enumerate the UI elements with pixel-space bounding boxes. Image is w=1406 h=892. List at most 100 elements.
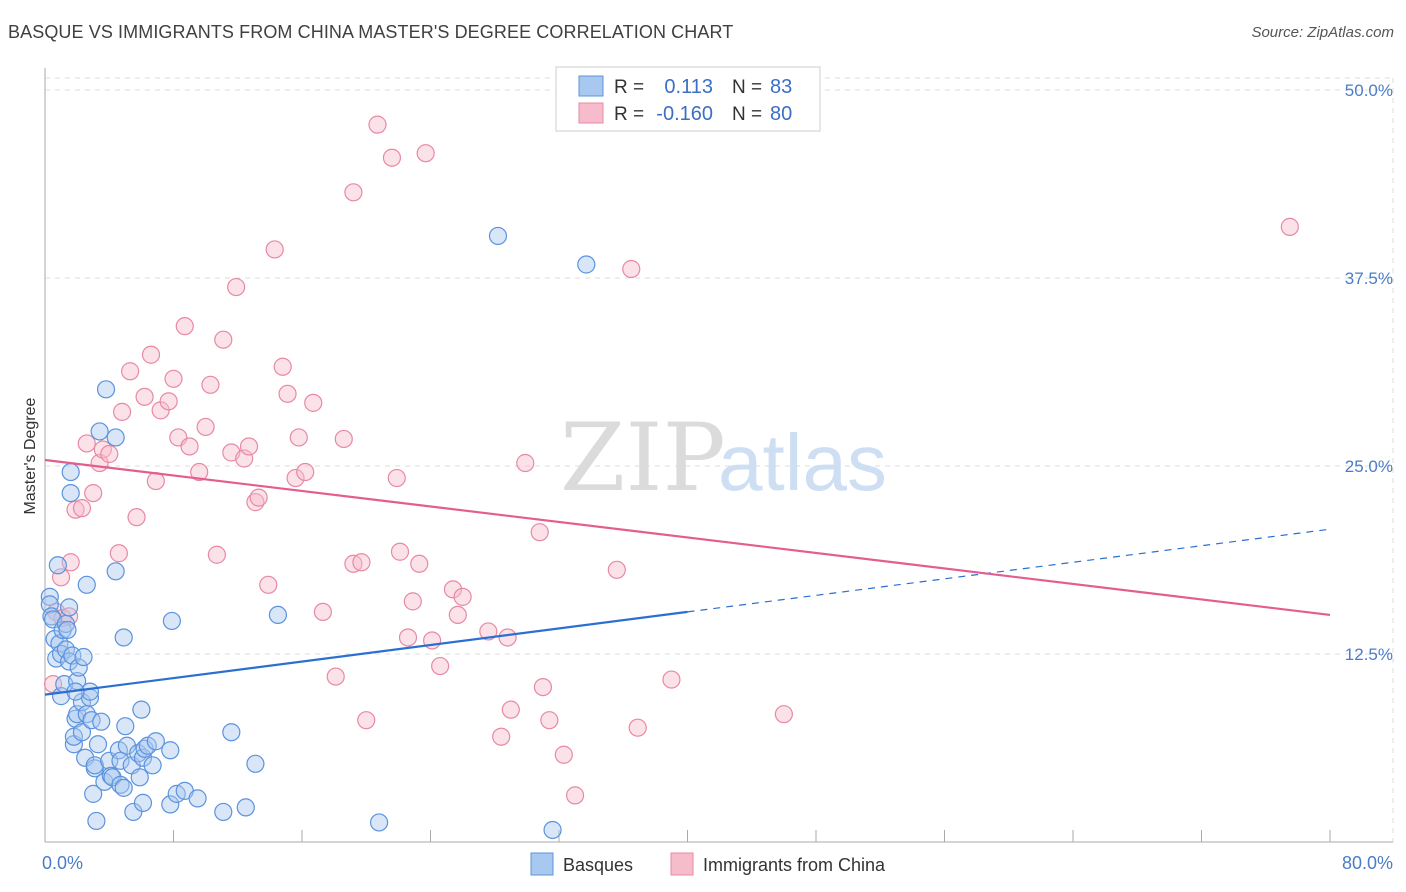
basques-point-50 [111, 775, 130, 794]
x-tick-label-1: 80.0% [1342, 853, 1393, 873]
china-point-76 [622, 259, 641, 279]
china-point-80 [1280, 217, 1299, 236]
china-point-13 [109, 544, 128, 563]
china-trendline [44, 458, 1331, 616]
basques-point-80 [577, 255, 596, 274]
china-point-54 [387, 468, 406, 488]
basques-point-6 [48, 556, 67, 575]
china-point-24 [175, 317, 194, 336]
basques-point-36 [85, 756, 104, 775]
china-point-72 [540, 711, 559, 730]
basques-point-60 [133, 793, 153, 812]
china-point-25 [180, 437, 199, 456]
china-point-41 [286, 468, 305, 488]
china-point-40 [278, 384, 297, 403]
basques-point-73 [222, 723, 241, 742]
pink-series-points [43, 115, 1299, 805]
bottom-legend-label-basques: Basques [563, 855, 633, 875]
watermark-atlas: atlas [718, 418, 887, 507]
china-point-62 [443, 580, 463, 599]
basques-point-39 [90, 422, 109, 441]
basques-point-79 [543, 820, 562, 840]
blue-series-points [40, 226, 596, 840]
trendlines [44, 458, 1331, 696]
legend-n-value-1: 83 [770, 76, 792, 98]
china-point-70 [530, 523, 549, 542]
china-point-46 [326, 667, 345, 686]
legend-r-value-2: -0.160 [656, 103, 713, 125]
basques-point-72 [214, 802, 233, 822]
china-point-21 [159, 392, 178, 411]
axes [44, 68, 1393, 843]
china-point-75 [607, 560, 626, 579]
bottom-legend-swatch-basques [530, 852, 554, 876]
china-point-53 [382, 148, 402, 167]
legend-r-label-2: R = [614, 104, 644, 125]
basques-point-82 [74, 647, 93, 667]
china-point-64 [453, 587, 472, 606]
china-point-28 [201, 375, 220, 394]
grid-lines [45, 77, 1394, 842]
china-point-58 [410, 554, 429, 573]
basques-point-33 [82, 711, 101, 730]
china-point-37 [259, 575, 278, 594]
basques-point-18 [61, 462, 80, 482]
basques-point-2 [42, 607, 61, 626]
series-legend: Basques Immigrants from China [530, 852, 886, 876]
watermark-zip: ZIP [560, 404, 726, 513]
china-point-33 [235, 449, 254, 468]
china-point-69 [516, 453, 535, 473]
china-point-38 [265, 240, 284, 259]
basques-point-0 [40, 587, 59, 606]
china-point-7 [72, 499, 92, 518]
basques-trendline-extension [687, 528, 1331, 613]
china-point-63 [448, 605, 467, 625]
basques-point-47 [106, 562, 125, 581]
china-point-29 [207, 545, 226, 564]
basques-point-78 [488, 226, 508, 246]
basques-point-14 [58, 620, 77, 640]
basques-point-76 [268, 605, 288, 625]
legend-swatch-pink [578, 102, 604, 124]
china-point-8 [77, 434, 96, 453]
china-point-59 [416, 144, 435, 163]
bottom-legend-label-china: Immigrants from China [703, 855, 886, 875]
china-point-73 [554, 745, 573, 764]
china-point-50 [352, 553, 371, 572]
basques-point-52 [114, 778, 133, 797]
basques-point-40 [92, 712, 111, 731]
china-point-16 [127, 508, 146, 527]
china-point-32 [227, 277, 246, 297]
basques-point-71 [188, 789, 207, 808]
china-point-43 [296, 462, 315, 482]
chart-title: BASQUE VS IMMIGRANTS FROM CHINA MASTER'S… [8, 22, 734, 42]
basques-point-59 [132, 700, 151, 719]
watermark: ZIP atlas [560, 404, 887, 513]
legend-n-label-1: N = [732, 77, 762, 98]
china-point-47 [334, 429, 353, 449]
y-tick-label-2: 37.5% [1345, 269, 1393, 288]
basques-point-38 [88, 735, 108, 754]
basques-point-65 [146, 732, 165, 751]
basques-point-16 [59, 598, 79, 617]
x-tick-labels: 0.0% 80.0% [42, 853, 1393, 873]
basques-point-30 [77, 575, 96, 594]
china-point-78 [662, 670, 681, 689]
basques-point-49 [111, 751, 130, 770]
basques-point-58 [130, 768, 149, 787]
china-point-36 [249, 488, 268, 507]
china-point-44 [304, 393, 323, 412]
china-point-34 [239, 437, 259, 456]
y-tick-labels: 12.5% 25.0% 37.5% 50.0% [1345, 81, 1393, 664]
china-point-74 [565, 786, 585, 805]
china-point-18 [141, 345, 161, 364]
basques-point-66 [161, 795, 180, 814]
basques-trendline [44, 610, 688, 696]
y-tick-label-3: 50.0% [1345, 81, 1393, 100]
china-point-9 [84, 483, 103, 503]
china-point-51 [357, 711, 376, 730]
china-point-42 [289, 428, 308, 447]
china-point-2 [51, 568, 71, 587]
china-point-57 [403, 592, 422, 611]
basques-point-25 [69, 658, 88, 677]
